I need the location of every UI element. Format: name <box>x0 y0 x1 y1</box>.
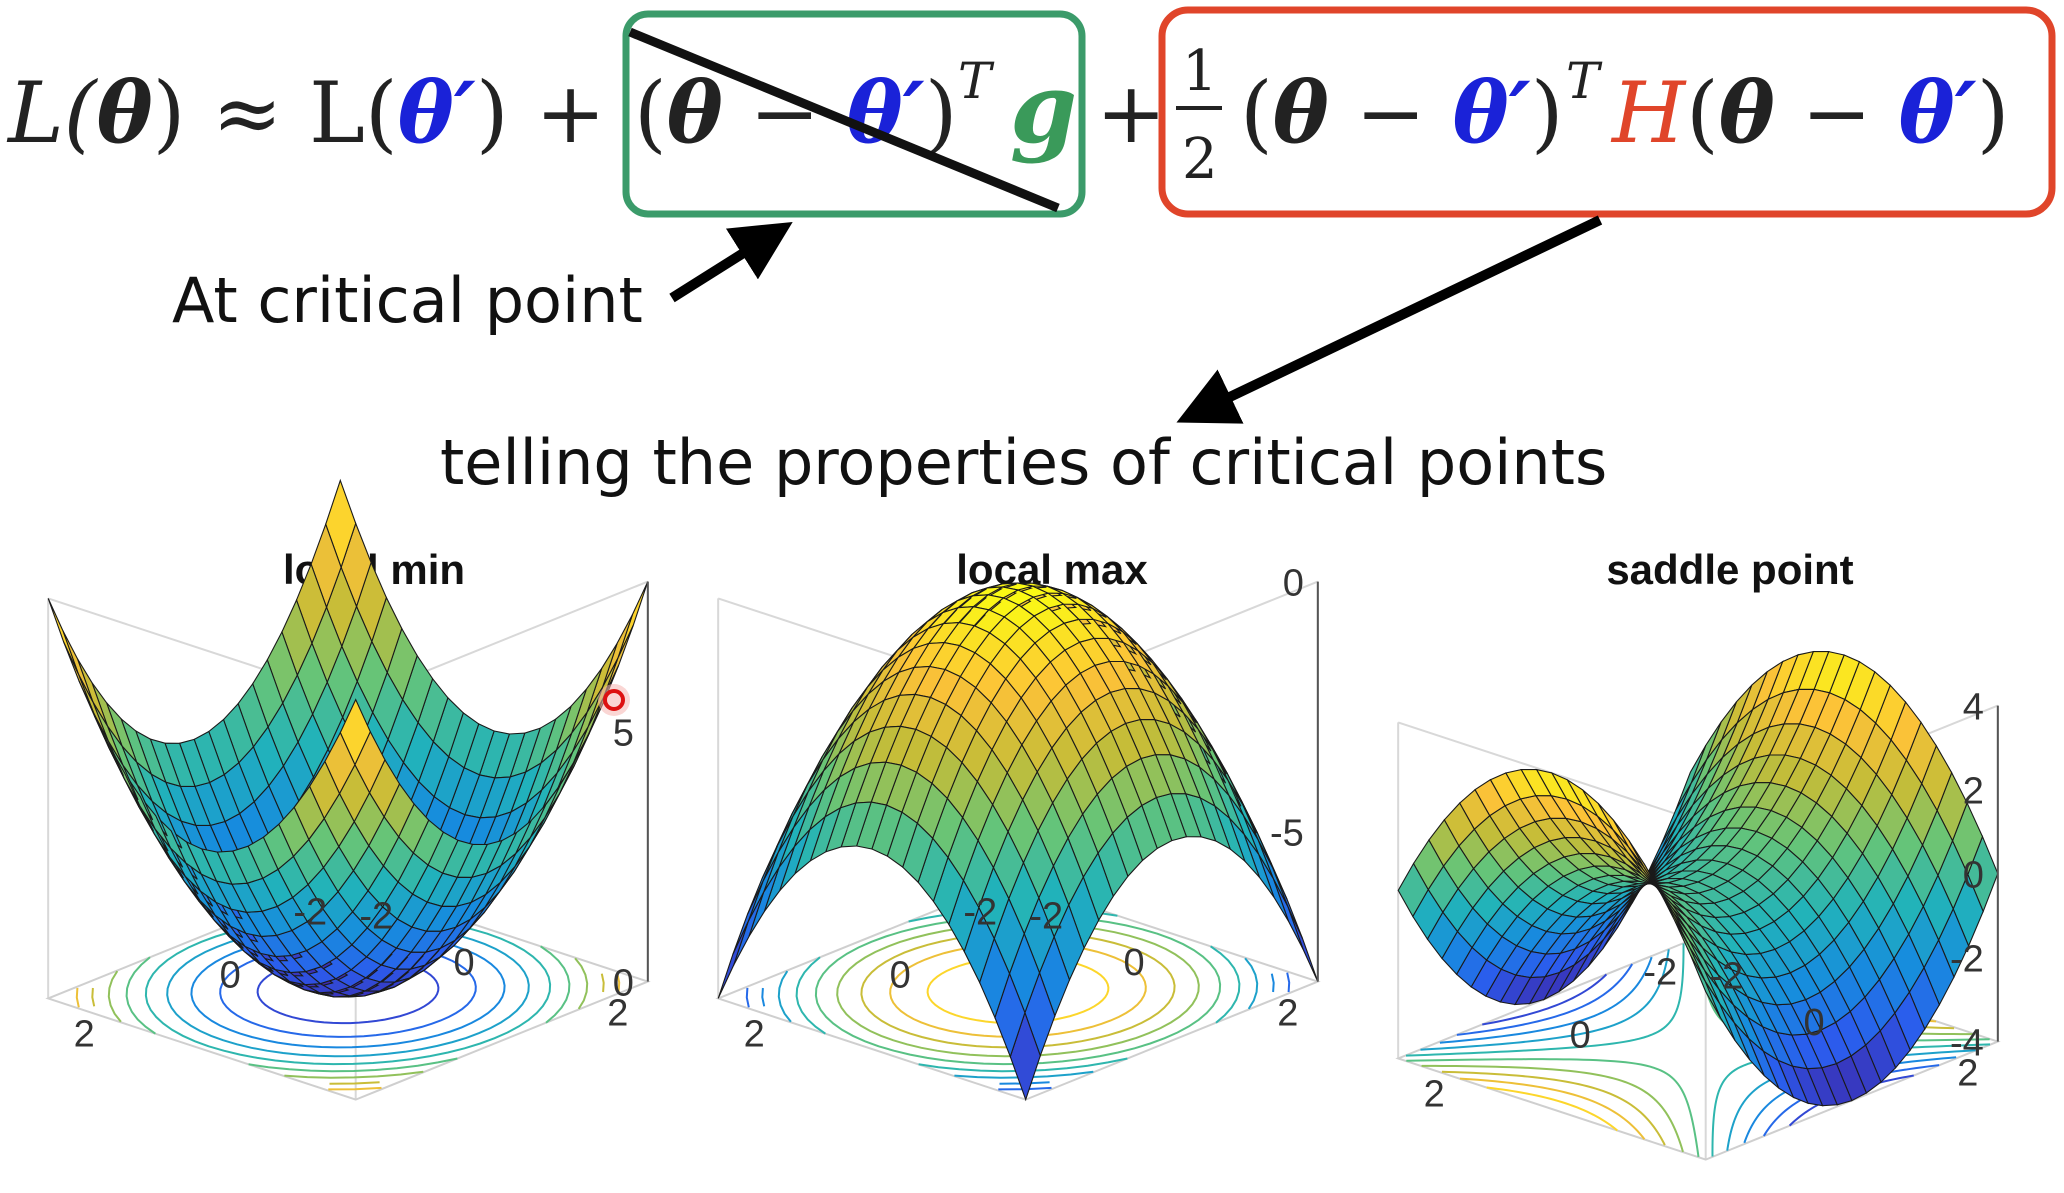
z-tick-label: 0 <box>1963 855 1984 897</box>
surface-cell <box>1397 862 1429 918</box>
contour-line <box>91 895 605 1085</box>
surface-cell <box>1272 878 1304 950</box>
y-tick-label: 2 <box>744 1013 765 1055</box>
z-tick-label: 0 <box>613 963 634 1005</box>
contour-line <box>190 931 506 1049</box>
y-tick-label: 0 <box>220 954 241 996</box>
surface-cell <box>76 658 108 727</box>
contour-line <box>1421 1064 1684 1153</box>
surface-mesh <box>717 582 1319 1102</box>
y-tick-label: 0 <box>1570 1014 1591 1056</box>
surface-mesh <box>47 478 649 998</box>
eq-plus: + <box>1096 64 1166 162</box>
y-tick-label: 2 <box>74 1013 95 1055</box>
contour-line <box>1482 973 1608 1026</box>
y-tick-label: -2 <box>359 895 393 937</box>
contour-line <box>166 922 530 1058</box>
contour-line <box>836 922 1200 1058</box>
gradient-term-box <box>622 10 1086 218</box>
plot-title: local max <box>956 546 1148 593</box>
contour-line <box>107 901 589 1079</box>
contour-line <box>1486 1086 1618 1132</box>
surface-cell <box>62 630 94 702</box>
x-tick-label: 2 <box>1957 1053 1978 1095</box>
plot-title: saddle point <box>1606 546 1853 593</box>
contour-line <box>1405 943 1685 1057</box>
y-tick-label: -2 <box>1029 895 1063 937</box>
x-tick-label: 2 <box>607 993 628 1035</box>
x-tick-label: 2 <box>1277 993 1298 1035</box>
surface-cell <box>617 581 649 659</box>
y-tick-label: -2 <box>1709 955 1743 997</box>
half-numerator: 1 <box>1182 39 1218 104</box>
contour-line <box>1406 1058 1700 1158</box>
x-tick-label: -2 <box>963 891 997 933</box>
contour-line <box>125 907 571 1073</box>
y-tick-label: 2 <box>1424 1073 1445 1115</box>
half-denominator: 2 <box>1182 127 1218 192</box>
surface-cell <box>47 598 79 674</box>
contour-line <box>1420 949 1670 1051</box>
contour-line <box>1456 963 1634 1036</box>
z-tick-label: 4 <box>1963 687 1984 729</box>
z-tick-label: 0 <box>1283 563 1304 605</box>
z-tick-label: 2 <box>1963 771 1984 813</box>
cursor-indicator <box>598 684 630 716</box>
contour-line <box>889 942 1147 1038</box>
surface-mesh <box>1397 650 1999 1107</box>
hessian-H: H <box>1610 64 1687 162</box>
arrow-to-gradient-term <box>669 222 793 303</box>
plot-2: local max 0 -5 2 0 -2 -2 0 2 <box>715 546 1321 1102</box>
contour-line <box>1439 956 1653 1044</box>
arrow-to-properties <box>1176 215 1603 424</box>
x-tick-label: 0 <box>454 942 475 984</box>
contour-line <box>75 889 621 1091</box>
z-tick-label: -5 <box>1270 813 1304 855</box>
x-tick-label: 0 <box>1804 1002 1825 1044</box>
contour-line <box>860 931 1176 1049</box>
z-tick-label: -4 <box>1950 1023 1984 1065</box>
surface-cell <box>732 892 765 966</box>
x-tick-label: 0 <box>1124 942 1145 984</box>
annotation-properties: telling the properties of critical point… <box>440 426 1607 499</box>
surface-cell <box>717 921 749 999</box>
hessian-term-left: (θ − θ′) <box>1240 63 1564 162</box>
contour-line <box>1441 1070 1666 1146</box>
x-tick-label: -2 <box>1643 951 1677 993</box>
gradient-g: g <box>1010 52 1077 165</box>
plot-floor <box>45 879 651 1101</box>
hessian-term-right: (θ − θ′) <box>1686 63 2010 162</box>
hessian-term-box <box>1158 6 2056 218</box>
transpose-sup-1: T <box>958 52 995 110</box>
contour-line <box>144 914 552 1066</box>
x-tick-label: -2 <box>293 891 327 933</box>
z-tick-label: -2 <box>1950 939 1984 981</box>
contour-line <box>1459 1077 1646 1140</box>
strike-through-line <box>628 27 1060 213</box>
contour-line <box>814 914 1222 1066</box>
transpose-sup-2: T <box>1566 52 1603 110</box>
annotation-critical-point: At critical point <box>172 264 643 337</box>
surface-cell <box>601 614 634 688</box>
z-tick-label: 5 <box>613 713 634 755</box>
eq-lhs: L(θ) ≈ L(θ′) + <box>6 63 606 162</box>
y-tick-label: 0 <box>890 954 911 996</box>
surface-cell <box>1258 853 1290 922</box>
taylor-equation: L(θ) ≈ L(θ′) + (θ − θ′) T g + 1 2 (θ − θ… <box>6 6 2056 218</box>
